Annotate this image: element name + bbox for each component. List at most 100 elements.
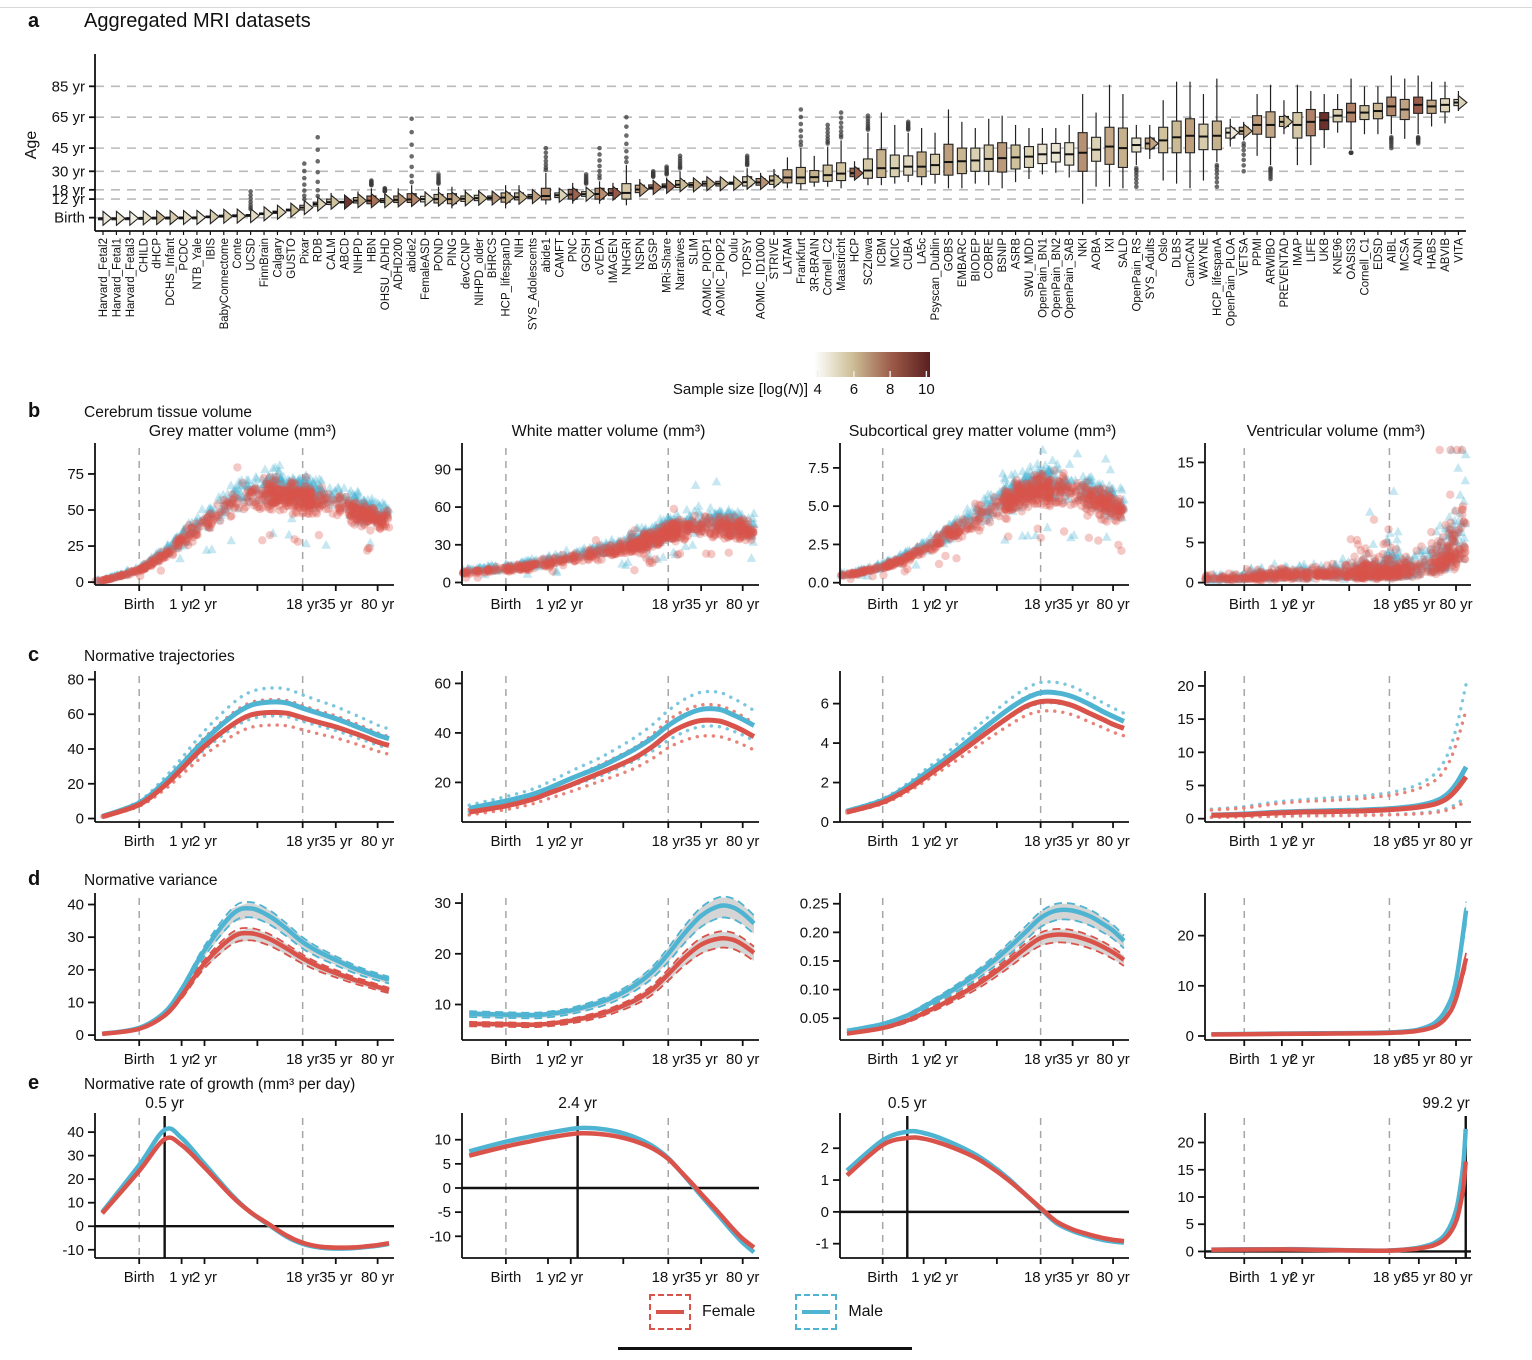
x-tick-label: 35 yr	[319, 833, 352, 850]
x-tick-label: Birth	[1229, 596, 1260, 613]
dataset-box	[111, 210, 126, 235]
x-tick-label: 35 yr	[319, 1051, 352, 1068]
outlier-dot	[1241, 143, 1246, 149]
rate-male	[845, 1128, 1125, 1245]
outlier-dot	[248, 189, 253, 194]
dataset-box	[1292, 84, 1303, 235]
y-tick-label: -10	[429, 1228, 451, 1245]
variance-upper-male	[469, 895, 755, 1014]
y-tick-label: 0	[821, 814, 829, 831]
dataset-label: MRi-Share	[662, 238, 674, 293]
y-tick-label: -5	[438, 1204, 451, 1221]
colorbar-gradient	[814, 352, 930, 377]
chart-backdrop	[1243, 898, 1391, 1040]
y-tick-label: 7.5	[808, 460, 829, 477]
y-tick-label: 25	[67, 538, 84, 555]
y-tick-label: 0	[1186, 575, 1194, 592]
outlier-dot	[409, 173, 414, 179]
centile-upper-male	[467, 689, 756, 807]
dataset-arrow-icon	[263, 205, 274, 222]
y-tick-label: 20	[1177, 678, 1194, 695]
peak-annotation: 0.5 yr	[145, 1095, 184, 1112]
y-tick-label: 0.10	[800, 982, 829, 999]
dataset-label: ABVIB	[1440, 238, 1452, 272]
centile-lower-female	[100, 723, 391, 819]
x-tick-label: 1 yr	[535, 1051, 560, 1068]
dataset-box	[1439, 81, 1451, 235]
dataset-label: CALM	[326, 238, 338, 270]
x-tick-label: 1 yr	[911, 833, 936, 850]
outlier-dot	[1214, 171, 1220, 177]
outlier-dot	[624, 124, 629, 129]
chart-data	[1209, 682, 1469, 819]
y-tick-label: 0.20	[800, 924, 829, 941]
dataset-label: PREVENTAD	[1279, 238, 1291, 307]
chart-axes: -10 0 10 20 30 40 Birth 1 yr2 yr 18 yr 35 yr 80 yr	[62, 1113, 394, 1286]
dataset-box	[1010, 124, 1021, 235]
x-tick-label: 2 yr	[1290, 1051, 1315, 1068]
outlier-dot	[597, 173, 602, 178]
outlier-dot	[798, 107, 804, 112]
x-tick-label: 35 yr	[684, 833, 717, 850]
dataset-box	[567, 182, 583, 235]
dataset-arrow-icon	[760, 174, 770, 191]
x-tick-label: 18 yr	[652, 833, 685, 850]
outlier-dot	[1214, 175, 1220, 181]
dataset-box	[138, 209, 153, 235]
dataset-box	[232, 207, 247, 235]
outlier-dot	[315, 135, 321, 140]
dataset-label: Harvard_Fetal1	[111, 238, 123, 317]
dataset-box	[1399, 78, 1410, 235]
y-tick-label: 20	[67, 962, 84, 979]
y-tick-label: 5.0	[808, 498, 829, 515]
y-tick-label: 10	[1177, 978, 1194, 995]
dataset-label: BHRCS	[487, 238, 499, 279]
sex-legend: Female Male	[0, 1294, 1532, 1330]
dataset-label: PCDC	[179, 238, 191, 271]
outlier-dot	[1241, 147, 1246, 153]
female-line-icon	[655, 1309, 684, 1315]
x-tick-label: 1 yr	[169, 1051, 194, 1068]
dataset-label: HABS	[1427, 238, 1439, 270]
chart-data	[467, 689, 756, 817]
centile-upper-female	[1209, 708, 1468, 812]
x-tick-label: 18 yr	[652, 596, 685, 613]
dataset-box	[889, 124, 900, 235]
dataset-box	[1453, 90, 1468, 235]
outlier-dot	[409, 154, 414, 159]
outlier-dot	[1241, 152, 1246, 158]
rate-female	[1211, 1161, 1468, 1254]
outlier-dot	[597, 168, 602, 174]
y-tick-label: 20	[434, 946, 451, 963]
x-tick-label: Birth	[124, 1051, 155, 1068]
outlier-dot	[1389, 145, 1394, 151]
outlier-dot	[838, 110, 844, 115]
variance-upper-female	[1211, 952, 1467, 1036]
outlier-dot	[825, 133, 830, 139]
panel-d-chart-1: 10 20 30 Birth 1 yr2 yr 18 yr 35 yr 80 yr	[434, 893, 759, 1068]
x-tick-label: 35 yr	[684, 1051, 717, 1068]
outlier-dot	[825, 126, 830, 132]
x-tick-label: 18 yr	[652, 1269, 685, 1286]
dataset-box	[1359, 86, 1370, 235]
dataset-box	[245, 189, 260, 235]
y-tick-label: 30	[434, 895, 451, 912]
x-tick-label: 35 yr	[1402, 1269, 1435, 1286]
dataset-label: OpenPain_SAB	[1064, 238, 1076, 319]
outlier-dot	[315, 187, 321, 193]
dataset-box	[782, 157, 793, 235]
chart-backdrop	[138, 898, 304, 1040]
y-tick-label: 2	[821, 775, 829, 792]
chart-backdrop	[881, 448, 1042, 585]
panel-d-title: Normative variance	[84, 872, 218, 889]
y-tick-label: 10	[1177, 494, 1194, 511]
rate-male	[1211, 1128, 1468, 1253]
dataset-box	[675, 153, 690, 235]
outlier-dot	[543, 145, 549, 151]
outlier-dot	[1214, 184, 1220, 190]
colorbar-tick-label: 10	[918, 381, 935, 398]
x-tick-label: 2 yr	[192, 1051, 217, 1068]
